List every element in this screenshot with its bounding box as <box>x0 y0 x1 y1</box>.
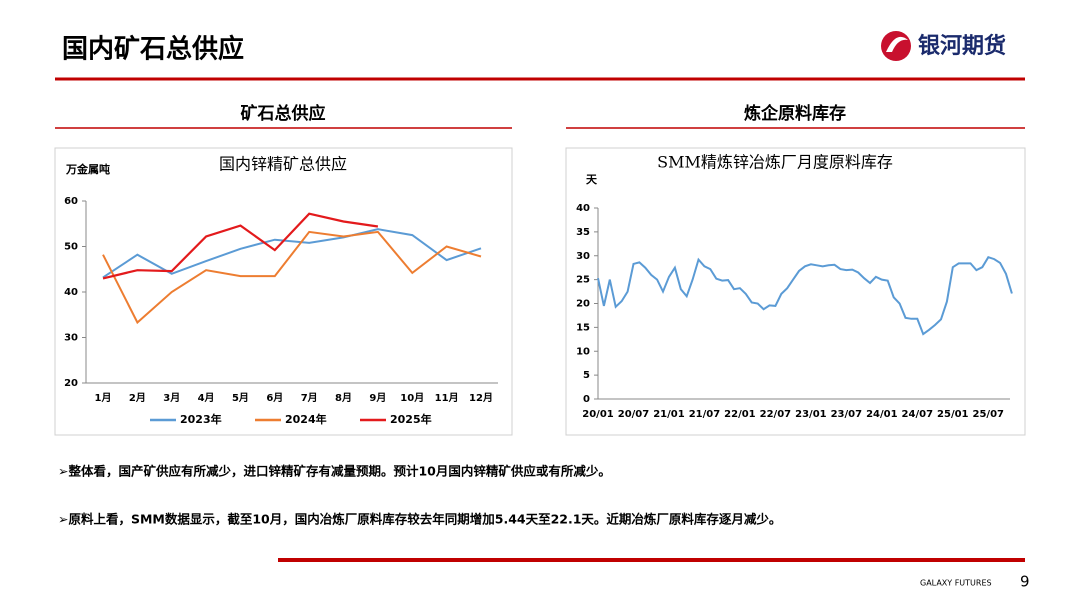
x-tick-label: 2月 <box>129 392 146 404</box>
y-axis-label: 天 <box>586 173 598 186</box>
x-tick-label: 10月 <box>400 392 424 404</box>
y-tick-label: 30 <box>576 251 590 262</box>
panel-title: 炼企原料库存 <box>744 103 846 124</box>
x-tick-label: 25/01 <box>937 409 969 420</box>
y-tick-label: 50 <box>64 242 78 253</box>
y-tick-label: 15 <box>576 322 590 333</box>
note: ➢整体看，国产矿供应有所减少，进口锌精矿存有减量预期。预计10月国内锌精矿供应或… <box>58 464 611 479</box>
slide-title: 国内矿石总供应 <box>62 34 244 65</box>
x-tick-label: 20/07 <box>618 409 650 420</box>
y-tick-label: 25 <box>576 275 590 286</box>
y-tick-label: 20 <box>64 378 78 389</box>
x-tick-label: 23/01 <box>795 409 827 420</box>
x-tick-label: 11月 <box>435 392 459 404</box>
x-tick-label: 12月 <box>469 392 493 404</box>
series-line <box>102 230 482 325</box>
x-tick-label: 6月 <box>266 392 283 404</box>
x-tick-label: 21/01 <box>653 409 685 420</box>
page-number: 9 <box>1020 573 1030 591</box>
logo-icon <box>881 31 911 61</box>
x-tick-label: 5月 <box>232 392 249 404</box>
logo-swoosh <box>886 36 908 52</box>
x-tick-label: 24/01 <box>866 409 898 420</box>
legend-label: 2023年 <box>180 412 222 426</box>
chart-frame <box>54 147 513 436</box>
x-tick-label: 21/07 <box>689 409 721 420</box>
x-tick-label: 3月 <box>163 392 180 404</box>
x-tick-label: 24/07 <box>902 409 934 420</box>
panel-title: 矿石总供应 <box>241 103 326 124</box>
x-tick-label: 20/01 <box>582 409 614 420</box>
x-tick-label: 23/07 <box>831 409 863 420</box>
x-tick-label: 25/07 <box>973 409 1005 420</box>
y-tick-label: 10 <box>576 346 590 357</box>
x-tick-label: 7月 <box>301 392 318 404</box>
footer-brand: GALAXY FUTURES <box>920 579 992 588</box>
y-tick-label: 20 <box>576 299 590 310</box>
chart-title: 国内锌精矿总供应 <box>219 155 347 174</box>
y-tick-label: 35 <box>576 227 590 238</box>
legend-label: 2025年 <box>390 412 432 426</box>
series-line <box>597 256 1013 336</box>
x-tick-label: 22/01 <box>724 409 756 420</box>
x-tick-label: 9月 <box>369 392 386 404</box>
x-tick-label: 8月 <box>335 392 352 404</box>
y-axis-label: 万金属吨 <box>65 162 110 176</box>
y-tick-label: 60 <box>64 196 78 207</box>
y-tick-label: 40 <box>64 287 78 298</box>
legend-label: 2024年 <box>285 412 327 426</box>
note: ➢原料上看，SMM数据显示，截至10月，国内冶炼厂原料库存较去年同期增加5.44… <box>58 512 781 527</box>
chart-title: SMM精炼锌冶炼厂月度原料库存 <box>657 153 893 172</box>
y-tick-label: 30 <box>64 333 78 344</box>
y-tick-label: 5 <box>583 370 590 381</box>
y-tick-label: 40 <box>576 203 590 214</box>
series-line <box>102 212 379 280</box>
logo-text: 银河期货 <box>918 33 1006 59</box>
y-tick-label: 0 <box>583 394 590 405</box>
x-tick-label: 1月 <box>95 392 112 404</box>
x-tick-label: 4月 <box>198 392 215 404</box>
chart-frame <box>565 147 1026 436</box>
x-tick-label: 22/07 <box>760 409 792 420</box>
